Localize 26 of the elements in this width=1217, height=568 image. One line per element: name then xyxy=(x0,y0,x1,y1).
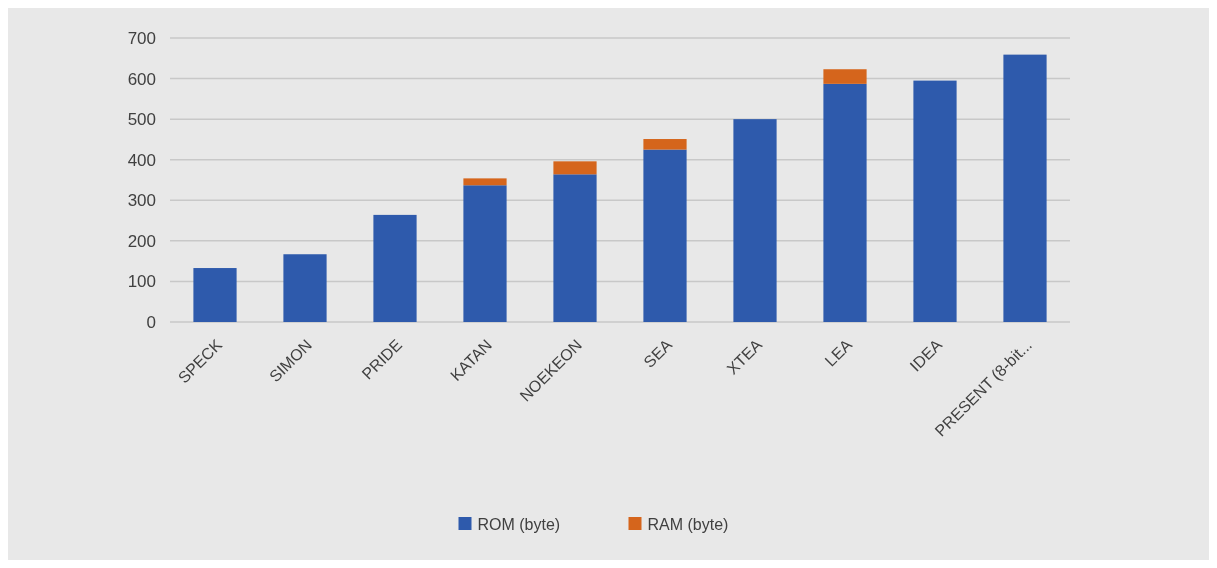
bar xyxy=(643,139,687,150)
y-tick-label: 100 xyxy=(127,272,156,292)
x-tick-label: LEA xyxy=(821,335,856,370)
legend-label: RAM (byte) xyxy=(647,515,729,533)
bar xyxy=(463,178,507,186)
bar xyxy=(553,161,597,175)
bar xyxy=(823,69,867,84)
bar xyxy=(193,268,237,322)
bar xyxy=(823,83,867,322)
y-tick-label: 500 xyxy=(127,110,156,130)
bar xyxy=(913,80,957,322)
bar xyxy=(463,185,507,322)
y-tick-label: 600 xyxy=(127,69,156,89)
y-tick-label: 0 xyxy=(146,312,156,332)
x-tick-label: SEA xyxy=(640,335,676,371)
bar xyxy=(553,174,597,322)
y-tick-label: 700 xyxy=(127,28,156,48)
legend-label: ROM (byte) xyxy=(477,515,561,533)
bar xyxy=(373,214,417,322)
bar xyxy=(1003,54,1047,322)
y-tick-label: 300 xyxy=(127,191,156,211)
bar xyxy=(643,149,687,322)
bar xyxy=(733,119,777,322)
bar xyxy=(283,254,327,322)
y-tick-label: 400 xyxy=(127,150,156,170)
y-tick-label: 200 xyxy=(127,231,156,251)
